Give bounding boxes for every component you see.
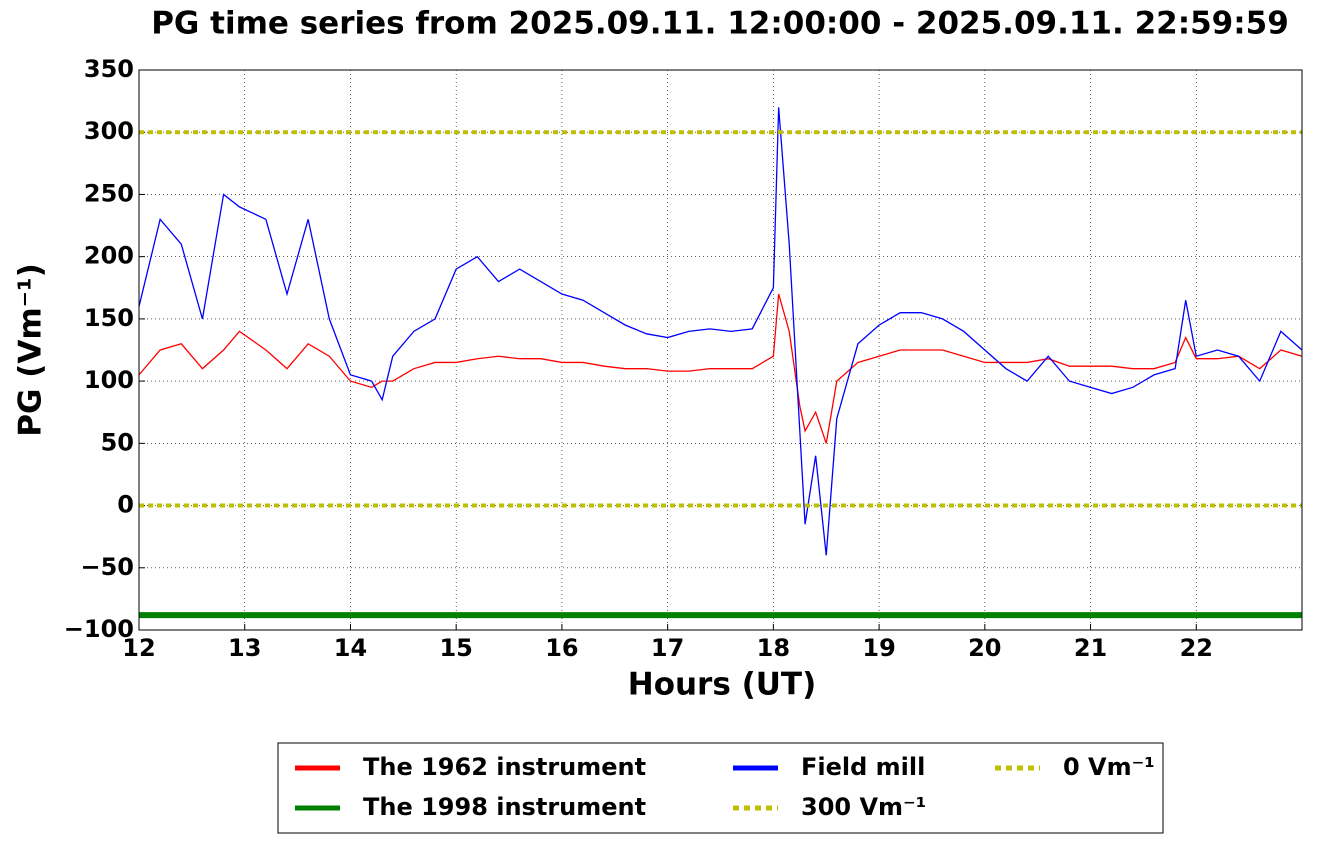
y-tick-label: 300 [84,117,134,145]
series-line [138,293,1303,444]
x-tick-label: 18 [757,634,790,662]
x-tick-label: 20 [968,634,1001,662]
x-tick-label: 19 [862,634,895,662]
y-tick-label: −100 [64,615,134,643]
x-tick-label: 14 [334,634,367,662]
plot-frame [138,69,1303,631]
x-tick-label: 17 [651,634,684,662]
x-tick-label: 16 [545,634,578,662]
y-tick-label: 150 [84,304,134,332]
y-tick-label: 200 [84,242,134,270]
y-tick-label: 350 [84,55,134,83]
y-tick-label: 50 [101,428,134,456]
y-axis-label: PG (Vm⁻¹) [13,263,49,437]
x-tick-label: 13 [228,634,261,662]
x-tick-label: 15 [439,634,472,662]
y-tick-label: 250 [84,179,134,207]
x-tick-label: 22 [1180,634,1213,662]
legend [277,742,1164,834]
chart-title: PG time series from 2025.09.11. 12:00:00… [151,6,1289,42]
series-line [138,107,1303,556]
legend-label: 0 Vm⁻¹ [1063,753,1155,781]
legend-label: The 1962 instrument [363,753,646,781]
y-tick-label: 100 [84,366,134,394]
x-tick-label: 12 [122,634,155,662]
legend-label: 300 Vm⁻¹ [801,793,926,821]
y-tick-label: −50 [80,553,134,581]
x-axis-label: Hours (UT) [628,667,817,703]
legend-label: The 1998 instrument [363,793,646,821]
legend-label: Field mill [801,753,925,781]
y-tick-label: 0 [117,491,134,519]
x-tick-label: 21 [1074,634,1107,662]
